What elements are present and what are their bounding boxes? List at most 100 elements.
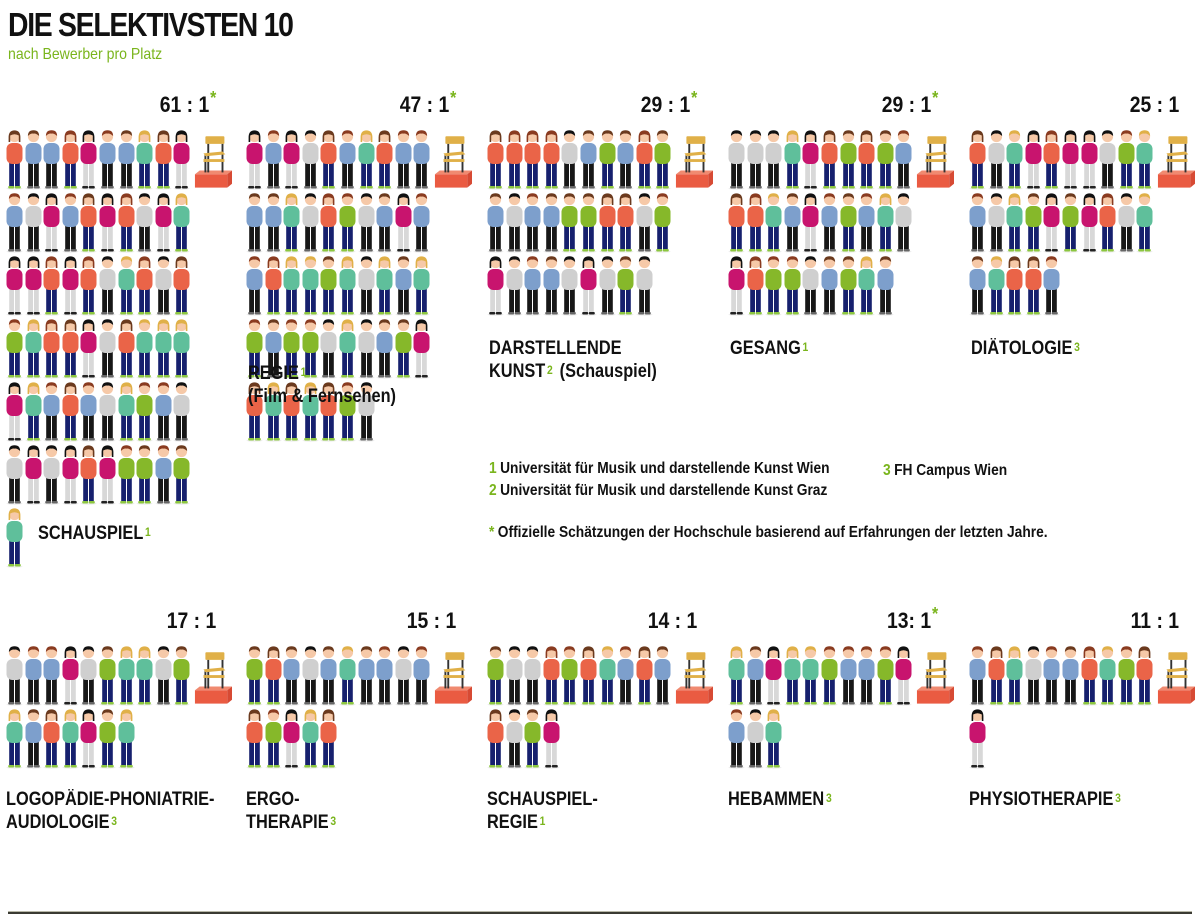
person-icon: [784, 128, 801, 190]
person-icon: [858, 191, 875, 253]
person-icon: [25, 128, 42, 190]
person-icon: [25, 644, 42, 706]
person-icon: [1081, 128, 1098, 190]
person-icon: [302, 380, 319, 442]
institution-note: 1: [145, 525, 151, 539]
person-icon: [580, 128, 597, 190]
person-icon: [784, 254, 801, 316]
category-name: SCHAUSPIEL-: [487, 789, 598, 810]
person-icon: [1099, 128, 1116, 190]
person-icon: [62, 317, 79, 379]
person-icon: [728, 191, 745, 253]
person-icon: [320, 380, 337, 442]
person-icon: [580, 191, 597, 253]
person-icon: [62, 380, 79, 442]
category-label: REGIE 1 (Film & Fernsehen): [248, 362, 396, 408]
category-label: LOGOPÄDIE-PHONIATRIE- AUDIOLOGIE 3: [6, 788, 214, 834]
person-icon: [1025, 191, 1042, 253]
institution-note: 1: [300, 365, 307, 379]
person-icon: [302, 317, 319, 379]
person-icon: [118, 128, 135, 190]
person-icon: [395, 317, 412, 379]
person-icon: [969, 254, 986, 316]
person-icon: [413, 254, 430, 316]
person-icon: [636, 128, 653, 190]
person-icon: [784, 644, 801, 706]
category-name: ERGO-: [246, 789, 300, 810]
person-icon: [6, 191, 23, 253]
category-name: LOGOPÄDIE-PHONIATRIE-: [6, 789, 215, 810]
person-icon: [1043, 254, 1060, 316]
person-icon: [636, 191, 653, 253]
person-icon: [1062, 644, 1079, 706]
estimate-star-icon: *: [931, 88, 938, 108]
category-name-line2: AUDIOLOGIE: [6, 812, 110, 833]
person-icon: [320, 644, 337, 706]
person-icon: [25, 191, 42, 253]
ratio-label: 13: 1*: [887, 604, 938, 634]
person-icon: [302, 707, 319, 769]
person-icon: [840, 191, 857, 253]
person-icon: [136, 254, 153, 316]
person-icon: [654, 128, 671, 190]
legend-item-3: 3 FH Campus Wien: [883, 462, 1007, 480]
person-icon: [320, 128, 337, 190]
person-icon: [413, 317, 430, 379]
person-icon: [524, 128, 541, 190]
ratio-label: 17 : 1: [166, 608, 216, 634]
person-icon: [358, 254, 375, 316]
person-icon: [80, 317, 97, 379]
person-icon: [802, 128, 819, 190]
person-icon: [617, 254, 634, 316]
institution-note: 1: [539, 814, 546, 828]
ratio-value: 15 : 1: [406, 608, 456, 633]
person-icon: [339, 644, 356, 706]
person-icon: [118, 317, 135, 379]
person-icon: [80, 380, 97, 442]
person-icon: [376, 191, 393, 253]
category-label: GESANG 1: [730, 337, 808, 360]
person-icon: [173, 317, 190, 379]
person-icon: [25, 317, 42, 379]
person-icon: [728, 644, 745, 706]
category-label: HEBAMMEN 3: [728, 788, 832, 811]
chair-icon: [194, 132, 232, 188]
person-icon: [118, 254, 135, 316]
legend-number: 3: [883, 462, 891, 479]
person-icon: [155, 380, 172, 442]
person-icon: [118, 191, 135, 253]
person-icon: [246, 380, 263, 442]
person-icon: [283, 254, 300, 316]
person-icon: [821, 191, 838, 253]
footnote-text: Offizielle Schätzungen der Hochschule ba…: [497, 524, 1048, 541]
person-icon: [1136, 128, 1153, 190]
person-icon: [43, 191, 60, 253]
ratio-value: 14 : 1: [647, 608, 697, 633]
person-icon: [561, 191, 578, 253]
person-icon: [1099, 191, 1116, 253]
person-icon: [118, 644, 135, 706]
person-icon: [43, 254, 60, 316]
person-icon: [543, 191, 560, 253]
institution-note: 2: [547, 363, 553, 377]
chart-title: DIE SELEKTIVSTEN 10: [8, 6, 294, 43]
person-icon: [395, 128, 412, 190]
person-icon: [543, 128, 560, 190]
person-icon: [1006, 644, 1023, 706]
person-icon: [136, 191, 153, 253]
person-icon: [413, 128, 430, 190]
person-icon: [395, 644, 412, 706]
category-name: REGIE: [248, 363, 299, 384]
person-icon: [25, 380, 42, 442]
category-name: DIÄTOLOGIE: [971, 338, 1073, 359]
person-icon: [821, 644, 838, 706]
person-icon: [969, 191, 986, 253]
person-icon: [99, 380, 116, 442]
person-icon: [506, 191, 523, 253]
person-icon: [62, 191, 79, 253]
category-label: DARSTELLENDE KUNST 2 (Schauspiel): [489, 337, 657, 383]
person-icon: [43, 707, 60, 769]
person-icon: [246, 644, 263, 706]
ratio-label: 61 : 1*: [159, 88, 216, 118]
footnote-mark: *: [489, 524, 495, 541]
